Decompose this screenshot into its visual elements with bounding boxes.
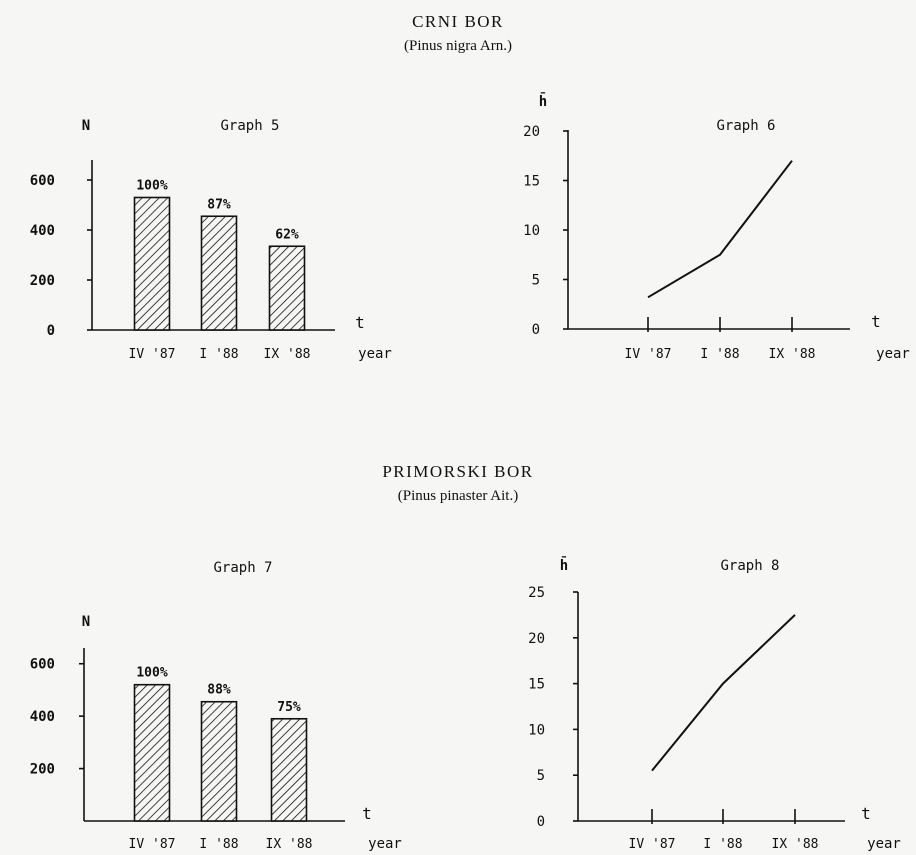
x-axis-symbol: t [362,804,372,823]
x-axis-symbol: t [861,804,871,823]
x-tick-label: I '88 [703,837,742,852]
y-tick-label: 400 [30,223,55,239]
y-tick-label: 15 [528,677,545,693]
section-subtitle-crni-bor: (Pinus nigra Arn.) [404,38,512,54]
x-tick-label: IV '87 [129,837,176,852]
x-axis-label: year [876,346,910,362]
x-tick-label: IX '88 [266,837,313,852]
y-tick-label: 600 [30,657,55,673]
graph-5: Graph 5 N 0 200 400 600 t year IV '87 I '88 IX '88… [30,118,392,362]
chart-title: Graph 8 [720,558,779,574]
series-line [647,160,793,299]
bar-data-label: 62% [275,227,299,242]
y-tick-label: 400 [30,709,55,725]
bar-data-label: 100% [136,179,167,194]
x-tick-label: IV '87 [129,347,176,362]
y-tick-label: 10 [523,223,540,239]
bar-data-label: 75% [277,700,301,715]
bar [270,717,308,822]
x-tick-label: I '88 [199,347,238,362]
chart-title: Graph 7 [213,560,272,576]
y-tick-label: 0 [532,322,540,338]
y-axis-label: h̄ [560,555,568,574]
y-tick-label: 20 [528,631,545,647]
section-subtitle-primorski-bor: (Pinus pinaster Ait.) [397,488,519,504]
graph-7: Graph 7 N 200 400 600 t year IV '87 I '88 IX '88 1… [30,560,402,852]
y-tick-label: 0 [47,323,55,339]
bar-data-label: 100% [136,666,167,681]
y-tick-label: 20 [523,124,540,140]
bar [133,683,171,822]
x-axis-symbol: t [871,312,881,331]
y-axis-label: N [82,118,90,134]
chart-title: Graph 6 [716,118,775,134]
x-tick-label: IX '88 [264,347,311,362]
y-tick-label: 15 [523,174,540,190]
bar [200,215,238,331]
bar-data-label: 87% [207,197,231,212]
x-tick-label: IX '88 [772,837,819,852]
y-axis-label: N [82,614,90,630]
y-tick-label: 0 [537,814,545,830]
x-axis-label: year [358,346,392,362]
y-tick-label: 25 [528,585,545,601]
graph-6: Graph 6 h̄ 0 5 10 15 20 t year IV '87 I '88 IX '88 [523,91,910,362]
bar [200,700,238,822]
section-title-primorski-bor: PRIMORSKI BOR [382,462,534,481]
x-tick-label: I '88 [199,837,238,852]
chart-title: Graph 5 [220,118,279,134]
x-axis-label: year [368,836,402,852]
graph-8: Graph 8 h̄ 0 5 10 15 20 25 t year IV '87 I '88 IX '8… [528,555,901,852]
bar [268,245,306,331]
x-tick-label: I '88 [700,347,739,362]
x-axis-symbol: t [355,313,365,332]
x-tick-label: IV '87 [625,347,672,362]
section-title-crni-bor: CRNI BOR [412,12,504,31]
y-tick-label: 5 [532,273,540,289]
x-tick-label: IV '87 [629,837,676,852]
y-tick-label: 10 [528,722,545,738]
x-tick-label: IX '88 [769,347,816,362]
y-tick-label: 5 [537,768,545,784]
bar-data-label: 88% [207,683,231,698]
x-axis-label: year [867,836,901,852]
bar [133,196,171,331]
y-tick-label: 200 [30,273,55,289]
y-axis-label: h̄ [539,91,547,110]
series-line [651,614,796,772]
y-tick-label: 600 [30,173,55,189]
y-tick-label: 200 [30,762,55,778]
